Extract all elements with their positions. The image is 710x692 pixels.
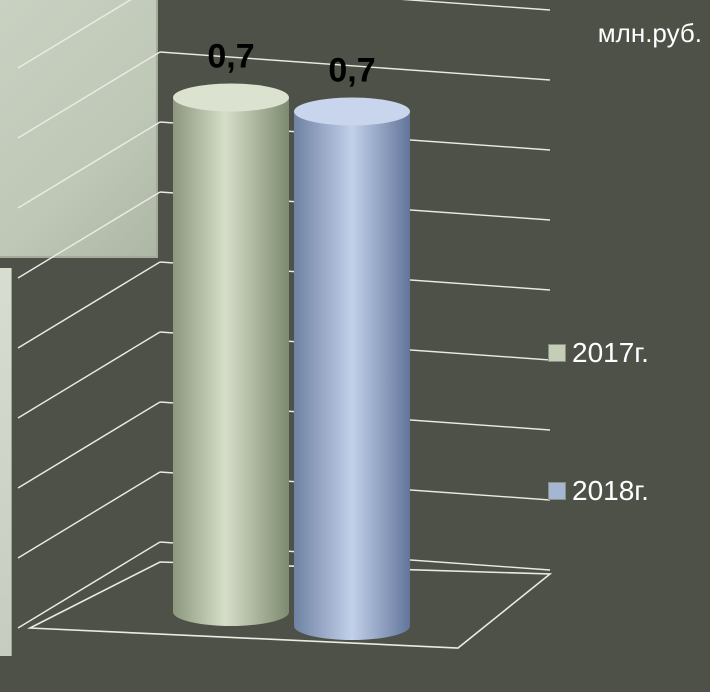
- background-panel-left: [0, 268, 12, 656]
- gridline-back: [400, 0, 551, 11]
- gridline-side: [17, 0, 132, 69]
- chart-floor: [26, 561, 553, 649]
- gridline-side: [17, 471, 161, 559]
- bar-2017г.: [173, 83, 289, 626]
- gridline-side: [17, 191, 161, 279]
- legend-swatch-2017: [548, 344, 566, 362]
- value-labels: 0,7 0,7: [207, 38, 375, 90]
- value-label-2017г.: 0,7: [207, 38, 254, 76]
- gridline-side: [17, 401, 161, 489]
- gridline-side: [17, 261, 161, 349]
- legend-label-2018: 2018г.: [572, 475, 649, 506]
- bars: [173, 83, 410, 640]
- y-axis-unit-label: млн.руб.: [597, 18, 702, 48]
- legend-label-2017: 2017г.: [572, 337, 649, 368]
- gridline-side: [17, 51, 161, 139]
- gridline-side: [17, 331, 161, 419]
- legend-item-2018: 2018г.: [548, 474, 649, 508]
- gridline-back: [159, 51, 551, 81]
- bar-2018г.: [294, 97, 410, 640]
- legend-swatch-2018: [548, 482, 566, 500]
- legend-item-2017: 2017г.: [548, 336, 649, 370]
- background-panel-top: [0, 0, 158, 258]
- gridline-side: [17, 541, 161, 629]
- legend: 2017г. 2018г.: [548, 336, 649, 612]
- value-label-2018г.: 0,7: [328, 52, 375, 90]
- gridline-side: [17, 121, 161, 209]
